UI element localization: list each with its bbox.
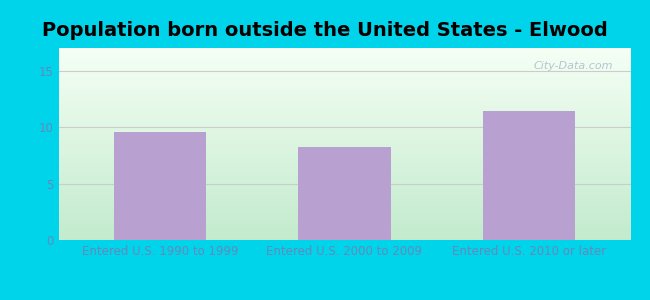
Text: Population born outside the United States - Elwood: Population born outside the United State… — [42, 21, 608, 40]
Bar — [483, 111, 575, 240]
Text: City-Data.com: City-Data.com — [534, 61, 614, 71]
Bar — [298, 147, 391, 240]
Bar — [114, 132, 206, 240]
